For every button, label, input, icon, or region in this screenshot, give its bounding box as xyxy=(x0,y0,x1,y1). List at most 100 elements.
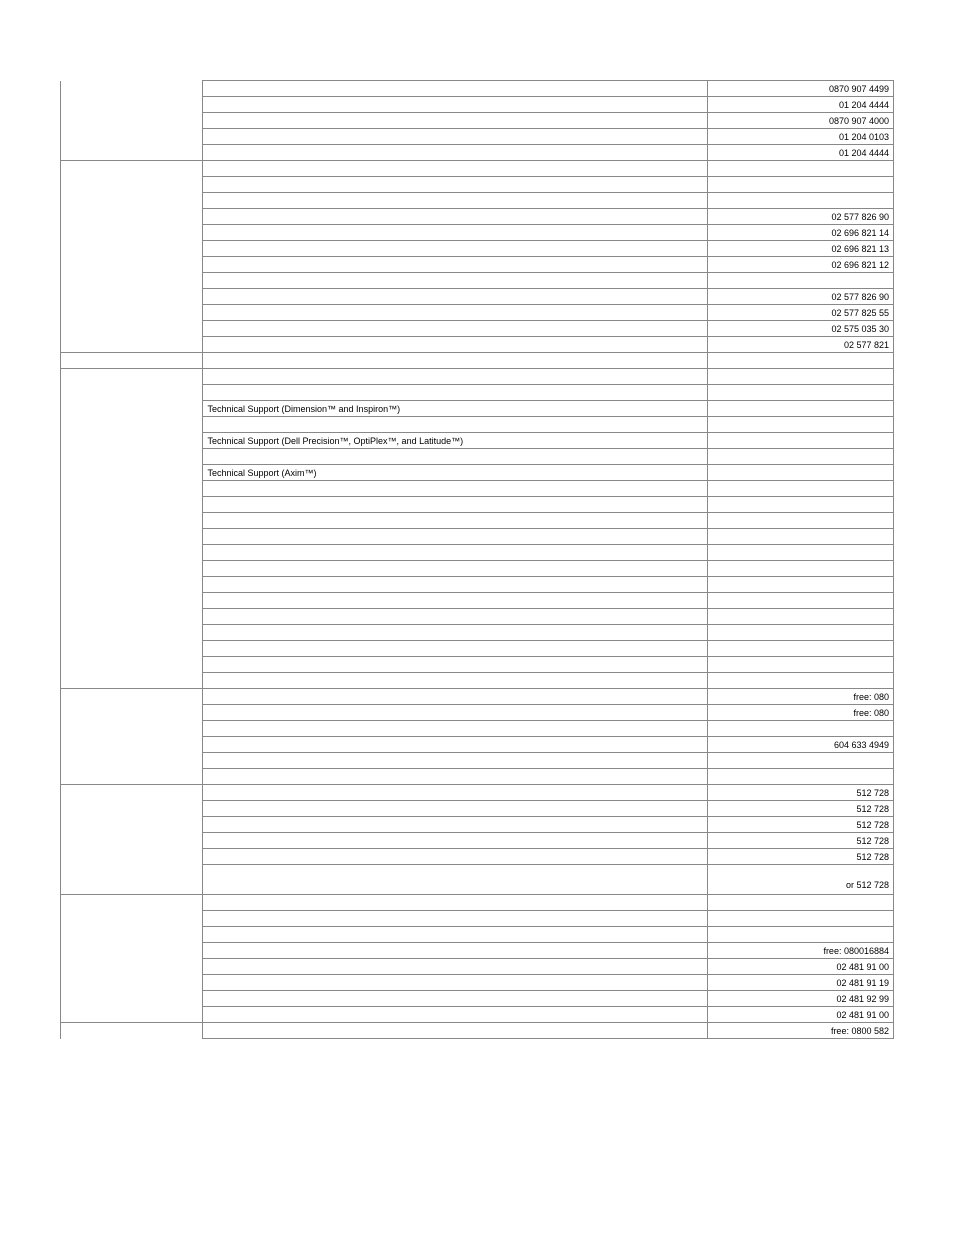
country-cell xyxy=(61,1023,203,1039)
description-cell xyxy=(203,369,707,385)
number-cell: 02 696 821 13 xyxy=(707,241,893,257)
table-row xyxy=(61,513,894,529)
country-cell xyxy=(61,625,203,641)
country-cell xyxy=(61,911,203,927)
number-cell: 02 696 821 12 xyxy=(707,257,893,273)
table-row: free: 0800 582 xyxy=(61,1023,894,1039)
description-cell xyxy=(203,177,707,193)
description-cell xyxy=(203,975,707,991)
table-row xyxy=(61,641,894,657)
number-cell: 604 633 4949 xyxy=(707,737,893,753)
number-cell: 512 728 xyxy=(707,785,893,801)
country-cell xyxy=(61,385,203,401)
country-cell xyxy=(61,177,203,193)
description-cell xyxy=(203,753,707,769)
description-cell xyxy=(203,593,707,609)
table-row: free: 080 xyxy=(61,689,894,705)
description-cell xyxy=(203,561,707,577)
country-cell xyxy=(61,959,203,975)
description-cell xyxy=(203,609,707,625)
description-cell xyxy=(203,625,707,641)
number-cell xyxy=(707,433,893,449)
table-row: 0870 907 4499 xyxy=(61,81,894,97)
country-cell xyxy=(61,849,203,865)
number-cell xyxy=(707,625,893,641)
description-cell xyxy=(203,113,707,129)
number-cell: 02 577 826 90 xyxy=(707,209,893,225)
country-cell xyxy=(61,401,203,417)
number-cell: 02 577 825 55 xyxy=(707,305,893,321)
table-row: 02 577 826 90 xyxy=(61,209,894,225)
number-cell xyxy=(707,577,893,593)
table-row xyxy=(61,385,894,401)
number-cell: 01 204 4444 xyxy=(707,145,893,161)
table-row xyxy=(61,481,894,497)
number-cell: 512 728 xyxy=(707,817,893,833)
description-cell: Technical Support (Dell Precision™, Opti… xyxy=(203,433,707,449)
description-cell xyxy=(203,785,707,801)
description-cell xyxy=(203,529,707,545)
table-row: 512 728 xyxy=(61,833,894,849)
country-cell xyxy=(61,209,203,225)
description-cell xyxy=(203,1023,707,1039)
table-row xyxy=(61,769,894,785)
table-row xyxy=(61,529,894,545)
description-cell: Technical Support (Dimension™ and Inspir… xyxy=(203,401,707,417)
description-cell xyxy=(203,769,707,785)
country-cell xyxy=(61,257,203,273)
table-row: 512 728 xyxy=(61,785,894,801)
description-cell xyxy=(203,657,707,673)
table-row: 512 728 xyxy=(61,849,894,865)
country-cell xyxy=(61,145,203,161)
country-cell xyxy=(61,577,203,593)
description-cell xyxy=(203,241,707,257)
country-cell xyxy=(61,817,203,833)
description-cell xyxy=(203,385,707,401)
description-cell xyxy=(203,161,707,177)
description-cell xyxy=(203,943,707,959)
country-cell xyxy=(61,561,203,577)
table-row xyxy=(61,273,894,289)
description-cell xyxy=(203,353,707,369)
number-cell xyxy=(707,273,893,289)
country-cell xyxy=(61,417,203,433)
table-row: 02 481 91 00 xyxy=(61,959,894,975)
number-cell xyxy=(707,895,893,911)
country-cell xyxy=(61,225,203,241)
description-cell xyxy=(203,705,707,721)
country-cell xyxy=(61,769,203,785)
table-row xyxy=(61,927,894,943)
number-cell: 02 577 826 90 xyxy=(707,289,893,305)
description-cell xyxy=(203,577,707,593)
number-cell: 0870 907 4499 xyxy=(707,81,893,97)
country-cell xyxy=(61,193,203,209)
country-cell xyxy=(61,753,203,769)
description-cell xyxy=(203,801,707,817)
description-cell xyxy=(203,849,707,865)
table-row: Technical Support (Dimension™ and Inspir… xyxy=(61,401,894,417)
country-cell xyxy=(61,641,203,657)
description-cell xyxy=(203,129,707,145)
number-cell: 01 204 4444 xyxy=(707,97,893,113)
table-row: 604 633 4949 xyxy=(61,737,894,753)
number-cell xyxy=(707,385,893,401)
description-cell xyxy=(203,911,707,927)
table-row xyxy=(61,657,894,673)
description-cell xyxy=(203,865,707,895)
description-cell xyxy=(203,289,707,305)
description-cell xyxy=(203,737,707,753)
description-cell xyxy=(203,97,707,113)
description-cell xyxy=(203,689,707,705)
number-cell xyxy=(707,911,893,927)
number-cell: 0870 907 4000 xyxy=(707,113,893,129)
country-cell xyxy=(61,321,203,337)
country-cell xyxy=(61,689,203,705)
country-cell xyxy=(61,161,203,177)
country-cell xyxy=(61,449,203,465)
number-cell: free: 080016884 xyxy=(707,943,893,959)
table-row xyxy=(61,497,894,513)
table-row: 02 481 92 99 xyxy=(61,991,894,1007)
number-cell xyxy=(707,673,893,689)
country-cell xyxy=(61,241,203,257)
country-cell xyxy=(61,991,203,1007)
